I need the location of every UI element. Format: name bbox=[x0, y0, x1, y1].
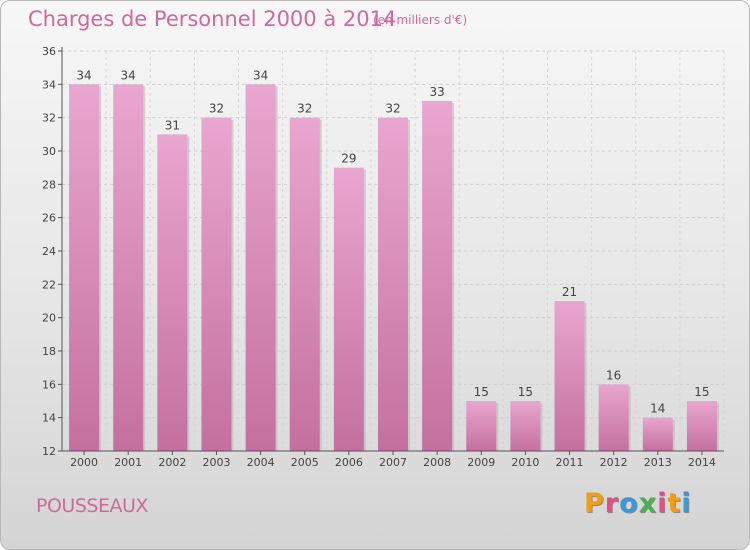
chart-title: Charges de Personnel 2000 à 2014 bbox=[28, 7, 397, 31]
x-tick-label: 2007 bbox=[379, 456, 407, 469]
bar bbox=[245, 84, 276, 451]
bar bbox=[422, 101, 453, 451]
proxiti-logo: Proxiti bbox=[584, 488, 692, 519]
logo-letter: i bbox=[681, 488, 692, 519]
bars: 34 34 31 32 34 32 29 32 33 15 15 21 16 14 15 bbox=[69, 68, 719, 452]
logo-letter: r bbox=[604, 488, 620, 519]
bar bbox=[201, 117, 232, 452]
x-tick-label: 2001 bbox=[114, 456, 142, 469]
data-label: 34 bbox=[253, 68, 268, 82]
bar bbox=[113, 84, 144, 451]
x-tick-label: 2011 bbox=[556, 456, 584, 469]
bar bbox=[157, 134, 188, 452]
bar bbox=[642, 417, 673, 451]
data-label: 33 bbox=[429, 85, 444, 99]
logo-letter: x bbox=[638, 488, 658, 519]
logo-letter: P bbox=[584, 488, 605, 519]
data-label: 14 bbox=[650, 402, 665, 416]
y-tick-label: 12 bbox=[42, 445, 56, 458]
x-tick-label: 2014 bbox=[688, 456, 716, 469]
data-label: 32 bbox=[209, 102, 224, 116]
data-label: 34 bbox=[121, 68, 136, 82]
chart-subtitle: (en milliers d'€) bbox=[373, 13, 468, 27]
logo-letter: t bbox=[667, 488, 682, 519]
x-tick-label: 2005 bbox=[291, 456, 319, 469]
data-label: 32 bbox=[297, 102, 312, 116]
y-tick-label: 20 bbox=[42, 312, 56, 325]
y-tick-label: 26 bbox=[42, 212, 56, 225]
y-tick-label: 14 bbox=[42, 412, 56, 425]
logo-letter: o bbox=[619, 488, 639, 519]
x-tick-label: 2012 bbox=[600, 456, 628, 469]
x-tick-label: 2003 bbox=[202, 456, 230, 469]
axes: 12 14 16 18 20 22 24 26 28 30 32 34 36 2000 2001 2002 20… bbox=[42, 45, 724, 469]
x-tick-label: 2013 bbox=[644, 456, 672, 469]
data-label: 15 bbox=[474, 385, 489, 399]
bar bbox=[510, 401, 541, 451]
y-tick-label: 22 bbox=[42, 278, 56, 291]
bar bbox=[69, 84, 100, 451]
data-label: 31 bbox=[165, 118, 180, 132]
x-tick-label: 2008 bbox=[423, 456, 451, 469]
x-tick-label: 2000 bbox=[70, 456, 98, 469]
data-label: 16 bbox=[606, 368, 621, 382]
bar bbox=[378, 117, 408, 452]
x-tick-label: 2010 bbox=[511, 456, 539, 469]
bar bbox=[466, 401, 497, 451]
y-tick-label: 36 bbox=[42, 45, 56, 58]
x-tick-label: 2009 bbox=[467, 456, 495, 469]
data-label: 15 bbox=[694, 385, 709, 399]
y-tick-label: 30 bbox=[42, 145, 56, 158]
bar bbox=[554, 301, 585, 451]
y-tick-label: 32 bbox=[42, 112, 56, 125]
bar bbox=[686, 401, 717, 451]
y-tick-label: 28 bbox=[42, 178, 56, 191]
bar bbox=[289, 117, 320, 452]
y-tick-label: 18 bbox=[42, 345, 56, 358]
data-label: 32 bbox=[385, 102, 400, 116]
bar bbox=[333, 167, 364, 451]
x-tick-label: 2002 bbox=[158, 456, 186, 469]
x-tick-label: 2004 bbox=[247, 456, 275, 469]
data-label: 15 bbox=[518, 385, 533, 399]
y-tick-label: 34 bbox=[42, 78, 56, 91]
bar bbox=[598, 384, 629, 451]
y-tick-label: 16 bbox=[42, 378, 56, 391]
logo-letter: i bbox=[657, 488, 668, 519]
data-label: 21 bbox=[562, 285, 577, 299]
x-tick-label: 2006 bbox=[335, 456, 363, 469]
data-label: 29 bbox=[341, 152, 356, 166]
y-tick-label: 24 bbox=[42, 245, 56, 258]
data-label: 34 bbox=[76, 68, 91, 82]
commune-name: POUSSEAUX bbox=[36, 495, 148, 517]
